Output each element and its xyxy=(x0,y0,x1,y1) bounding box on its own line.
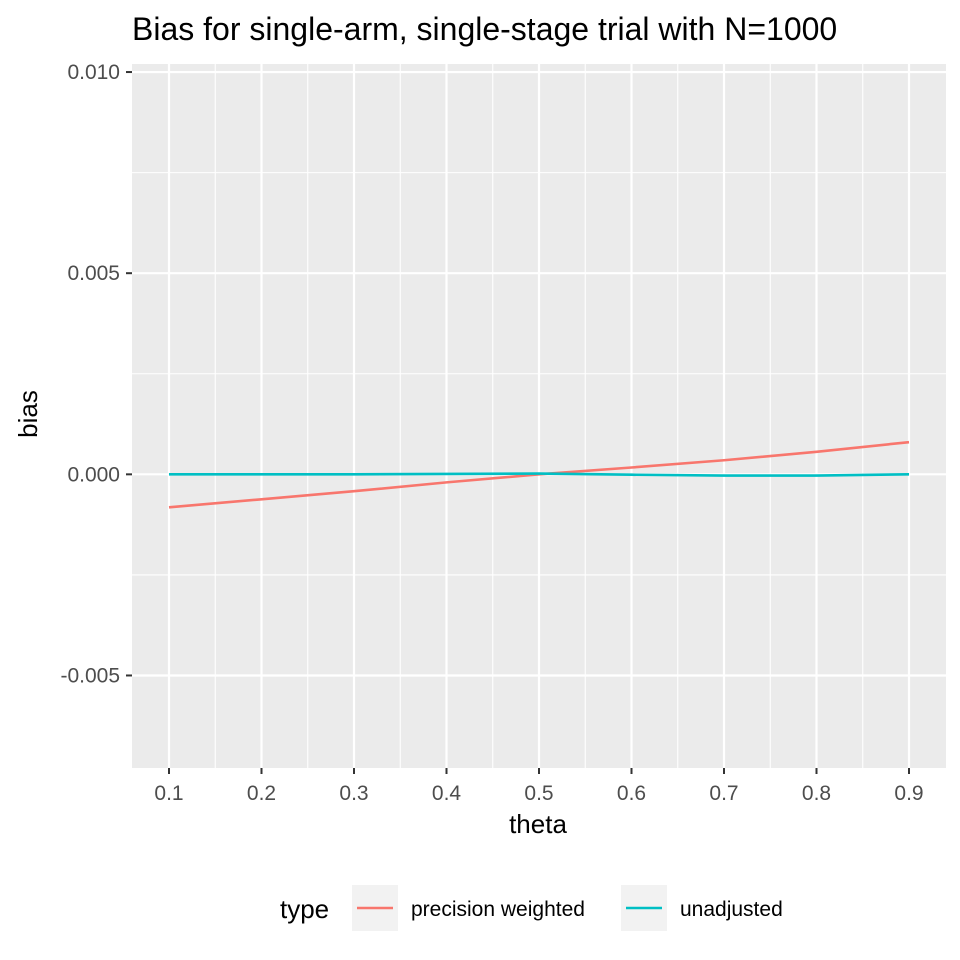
legend-label-unadjusted: unadjusted xyxy=(680,898,783,921)
legend-label-precision-weighted: precision weighted xyxy=(411,898,585,921)
y-axis: -0.005 0.000 0.005 0.010 xyxy=(60,61,132,687)
x-tick-label: 0.2 xyxy=(247,782,276,805)
legend: type precision weighted unadjusted xyxy=(280,885,783,931)
x-tick-label: 0.7 xyxy=(709,782,738,805)
y-tick-label: 0.000 xyxy=(67,463,120,486)
legend-items: precision weighted unadjusted xyxy=(352,885,783,931)
x-axis-title: theta xyxy=(509,809,567,839)
series-line-unadjusted xyxy=(169,472,910,477)
x-tick-label: 0.5 xyxy=(524,782,553,805)
x-tick-label: 0.8 xyxy=(802,782,831,805)
x-tick-label: 0.6 xyxy=(617,782,646,805)
series-lines xyxy=(168,440,910,509)
x-tick-label: 0.4 xyxy=(432,782,462,805)
y-axis-title: bias xyxy=(13,390,43,438)
x-axis: 0.1 0.2 0.3 0.4 0.5 0.6 0.7 0.8 0.9 xyxy=(154,768,924,805)
legend-title: type xyxy=(280,894,329,924)
y-tick-label: 0.010 xyxy=(67,61,120,84)
y-tick-label: -0.005 xyxy=(60,664,120,687)
x-tick-label: 0.1 xyxy=(154,782,183,805)
x-tick-label: 0.9 xyxy=(894,782,923,805)
x-tick-label: 0.3 xyxy=(339,782,368,805)
y-tick-label: 0.005 xyxy=(67,262,120,285)
chart-title: Bias for single-arm, single-stage trial … xyxy=(132,11,837,47)
